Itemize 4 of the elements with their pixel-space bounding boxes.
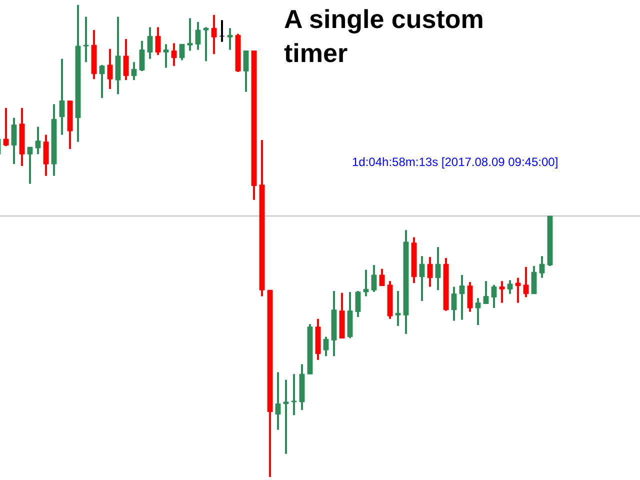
candlestick [219,19,225,43]
annotation: 1d:04h:58m:13s [2017.08.09 09:45:00] [352,155,558,169]
candlestick [291,373,297,416]
text: A single custom timer [284,4,484,68]
